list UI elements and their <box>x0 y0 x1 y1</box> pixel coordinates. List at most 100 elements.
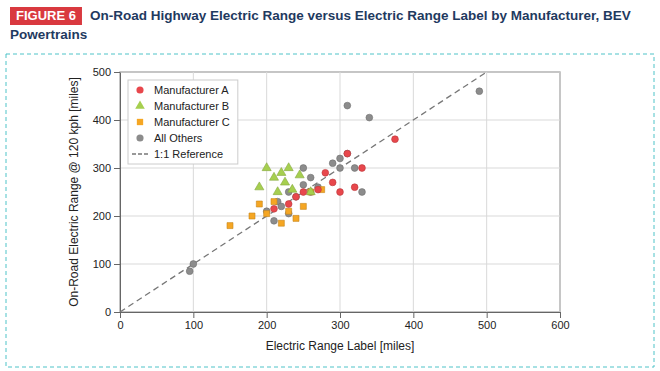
grid-line-y <box>120 216 560 217</box>
legend-line <box>132 153 148 154</box>
tick-label: 400 <box>405 319 423 331</box>
point <box>337 165 344 172</box>
frame <box>6 54 654 367</box>
grid-line-x <box>413 72 414 312</box>
legend-marker <box>135 100 145 108</box>
point <box>293 193 300 200</box>
tick-mark <box>413 312 414 318</box>
legend-label: 1:1 Reference <box>154 148 223 160</box>
point <box>284 163 293 171</box>
series <box>271 136 399 212</box>
series <box>227 187 325 229</box>
point <box>351 184 358 191</box>
point <box>351 165 358 172</box>
tick: 0 <box>105 306 120 318</box>
grid-line-x <box>560 72 561 312</box>
series <box>255 163 315 195</box>
tick: 500 <box>478 312 496 331</box>
point <box>300 165 307 172</box>
tick-label: 100 <box>93 258 111 270</box>
tick-label: 200 <box>258 319 276 331</box>
legend: Manufacturer A Manufacturer B Manufacturer… <box>128 80 238 164</box>
point <box>264 211 270 217</box>
tick-mark <box>560 312 561 318</box>
tick: 400 <box>93 114 120 126</box>
tick-label: 400 <box>93 114 111 126</box>
tick-label: 0 <box>117 319 123 331</box>
point <box>392 136 399 143</box>
tick-mark <box>267 312 268 318</box>
point <box>280 177 289 185</box>
point <box>278 220 284 226</box>
tick-label: 0 <box>105 306 111 318</box>
point <box>273 187 282 195</box>
grid-line-x <box>486 72 487 312</box>
legend-label: Manufacturer C <box>154 116 230 128</box>
point <box>227 223 233 229</box>
point <box>337 189 344 196</box>
point <box>344 102 351 109</box>
tick-mark <box>193 312 194 318</box>
tick: 100 <box>185 312 203 331</box>
point <box>329 179 336 186</box>
x-axis-title: Electric Range Label [miles] <box>266 339 415 353</box>
grid <box>120 72 560 312</box>
tick-mark <box>340 312 341 318</box>
grid-line-x <box>266 72 267 312</box>
x-axis: 0 100 200 300 400 500 600 <box>117 312 569 331</box>
point <box>300 181 307 188</box>
title: On-Road Highway Electric Range versus El… <box>90 8 631 23</box>
tick: 300 <box>93 162 120 174</box>
point <box>322 169 329 176</box>
chart: FIGURE 6 On-Road Highway Electric Range v… <box>0 0 660 371</box>
y-axis: 0 100 200 300 400 500 <box>93 66 121 318</box>
tick-mark <box>120 312 121 318</box>
point <box>329 160 336 167</box>
legend-label: Manufacturer A <box>154 84 229 96</box>
tick-mark <box>114 120 120 121</box>
point <box>190 261 197 268</box>
reference-line <box>120 72 487 312</box>
point <box>249 213 255 219</box>
point <box>293 193 300 200</box>
tick: 100 <box>93 258 120 270</box>
title: Powertrains <box>10 27 87 42</box>
tick: 400 <box>405 312 423 331</box>
point <box>293 215 299 221</box>
tick: 300 <box>331 312 349 331</box>
tick-label: 100 <box>185 319 203 331</box>
tick-mark <box>487 312 488 318</box>
figure-label: FIGURE 6 <box>16 8 76 23</box>
point <box>269 172 278 180</box>
figure-label-badge <box>10 7 82 25</box>
point <box>285 201 292 208</box>
legend-marker <box>136 134 143 141</box>
legend-box <box>128 80 238 164</box>
tick-label: 300 <box>331 319 349 331</box>
y-axis-title: On-Road Electric Range @ 120 kph [miles] <box>67 77 81 307</box>
point <box>306 187 315 195</box>
point <box>295 170 304 178</box>
legend-label: All Others <box>154 132 203 144</box>
tick-label: 200 <box>93 210 111 222</box>
point <box>300 189 307 196</box>
tick-mark <box>114 216 120 217</box>
point <box>307 174 314 181</box>
point <box>359 189 366 196</box>
point <box>344 150 351 157</box>
point <box>186 268 193 275</box>
point <box>271 205 278 212</box>
tick-label: 500 <box>93 66 111 78</box>
point <box>262 163 271 171</box>
tick-mark <box>114 168 120 169</box>
point <box>288 184 297 192</box>
tick-label: 600 <box>551 319 569 331</box>
point <box>337 155 344 162</box>
point <box>300 203 306 209</box>
grid-line-y <box>120 264 560 265</box>
tick-mark <box>114 72 120 73</box>
marks <box>120 72 487 312</box>
legend-label: Manufacturer B <box>154 100 229 112</box>
tick: 200 <box>93 210 120 222</box>
legend-marker <box>136 86 143 93</box>
